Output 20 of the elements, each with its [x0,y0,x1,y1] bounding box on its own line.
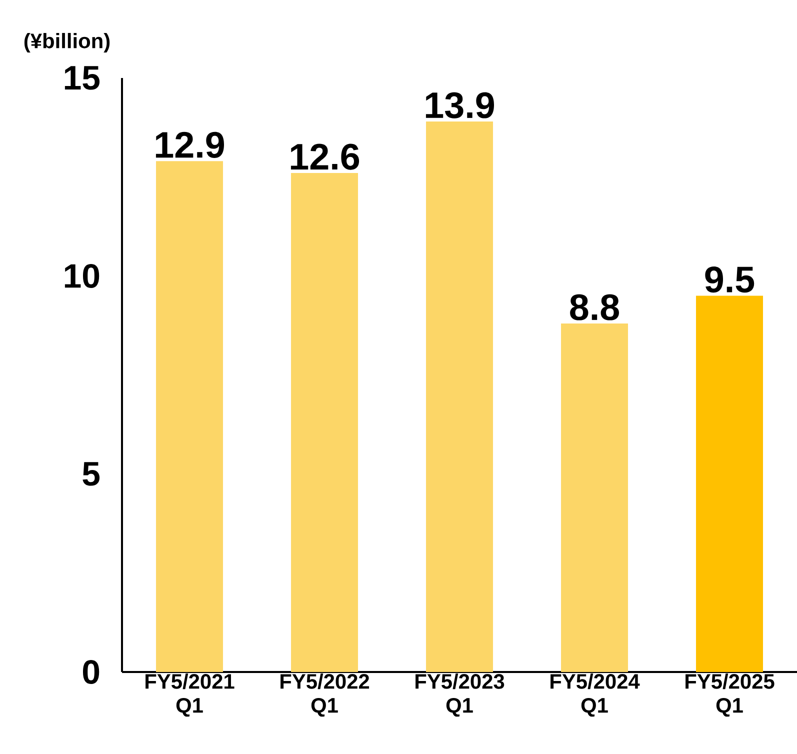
y-tick-label: 0 [82,660,100,684]
x-tick-label: FY5/2025 Q1 [686,674,774,717]
y-axis-title: (¥billion) [24,32,110,52]
x-tick-label: FY5/2022 Q1 [280,674,370,717]
bar [426,122,494,672]
bar [696,296,764,672]
x-tick-label: FY5/2024 Q1 [550,674,640,717]
y-tick-label: 15 [64,66,100,90]
data-label: 12.9 [156,132,224,158]
bar [561,324,628,672]
x-tick-label: FY5/2023 Q1 [416,674,504,717]
y-tick-label: 5 [82,462,100,486]
y-tick-label: 10 [64,264,100,288]
data-label: 8.8 [570,294,619,320]
bar [291,173,358,672]
data-label: 13.9 [426,92,494,118]
bar [156,161,224,672]
x-tick-label: FY5/2021 Q1 [146,674,234,717]
data-label: 9.5 [705,266,754,293]
data-label: 12.6 [290,144,360,170]
